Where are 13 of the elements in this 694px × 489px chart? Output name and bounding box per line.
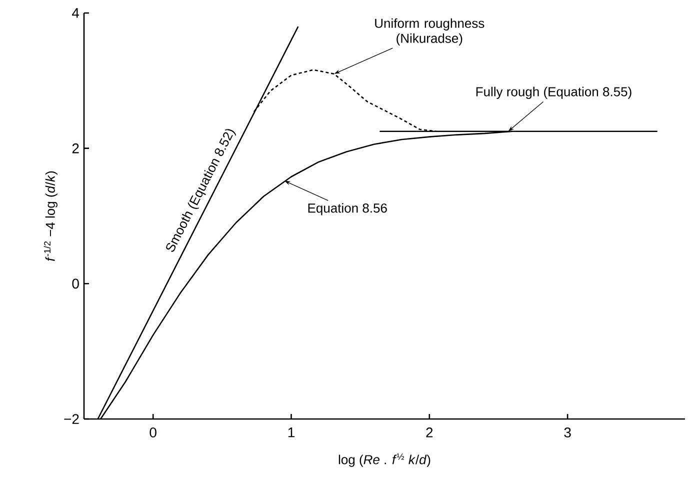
annotation: Equation 8.56 (308, 203, 387, 216)
x-tick-label: 1 (288, 428, 294, 438)
y-tick-label: 0 (72, 278, 79, 289)
x-tick-label: 0 (150, 428, 156, 438)
y-tick-label: 2 (72, 143, 79, 154)
annotation: Fully rough (Equation 8.55) (476, 86, 632, 99)
y-axis-title: f$^{-1/2}$ −4 log (d/k) (44, 171, 58, 261)
annotation: Uniform roughness (Nikuradse) (375, 18, 484, 46)
text: log (Re . f$^{½}$ k/d) (338, 454, 430, 467)
x-tick-label: 3 (564, 428, 571, 438)
y-tick-label: −2 (64, 414, 79, 424)
y-tick-label: 4 (72, 8, 80, 18)
x-tick-label: 2 (426, 428, 433, 438)
